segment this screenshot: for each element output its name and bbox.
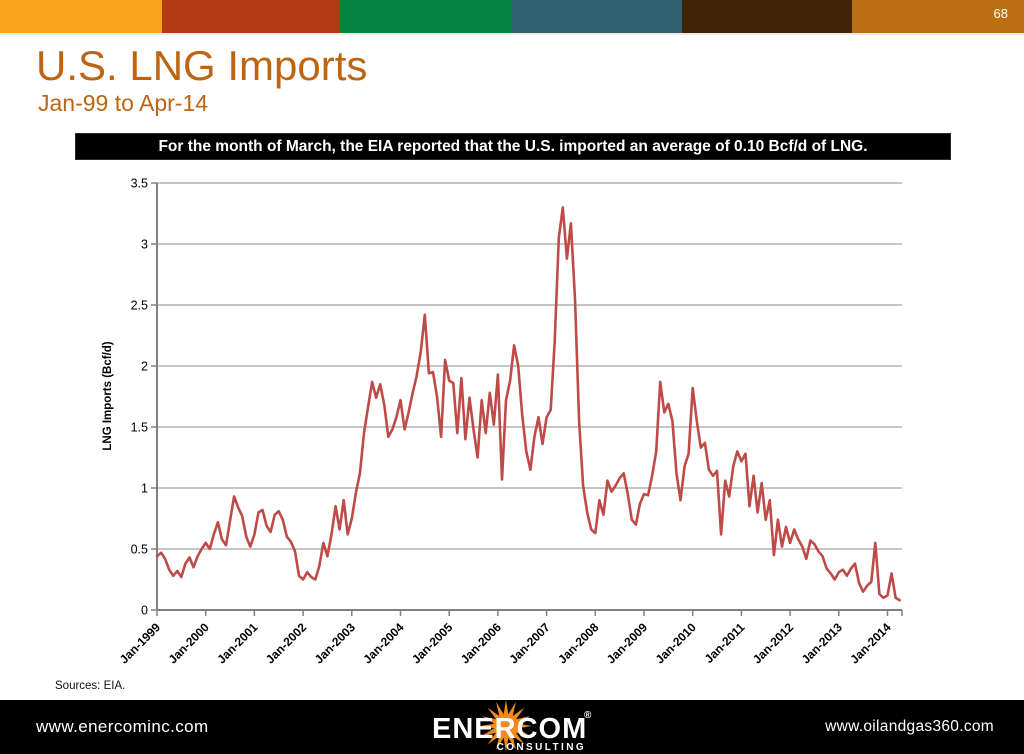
top-color-bar <box>0 0 1024 35</box>
x-axis-ticks: Jan-1999 Jan-2000 Jan-2001 Jan-2002 Jan-2003… <box>117 610 903 666</box>
sunburst-icon <box>480 700 532 752</box>
gridlines <box>157 182 902 550</box>
oilandgas360-url: www.oilandgas360.com <box>825 718 994 735</box>
y-tick-label: 0 <box>141 604 148 618</box>
logo-wordmark: ENERCOM <box>432 713 587 745</box>
y-axis-ticks: 0 0.5 1 1.5 2 2.5 3 3.5 <box>131 177 157 618</box>
footer-bar: www.enercominc.com ENERCOM ® CONSULTING … <box>0 700 1024 754</box>
x-tick-label: Jan-2011 <box>702 620 748 666</box>
callout-text: For the month of March, the EIA reported… <box>158 137 868 155</box>
x-tick-label: Jan-2005 <box>409 620 455 666</box>
x-tick-label: Jan-2004 <box>360 620 406 666</box>
lng-imports-data-line <box>155 206 902 602</box>
x-tick-label: Jan-2013 <box>799 620 845 666</box>
y-tick-label: 0.5 <box>131 543 148 557</box>
lng-imports-line-chart: 0 0.5 1 1.5 2 2.5 3 3.5 Jan-1999 Jan-2000 Jan-2001… <box>102 177 903 666</box>
enercom-url: www.enercominc.com <box>36 717 209 736</box>
color-bar-segment <box>512 0 682 33</box>
enercom-logo: ENERCOM ® CONSULTING <box>432 700 592 753</box>
x-tick-label: Jan-2008 <box>555 620 601 666</box>
color-bar-segment <box>340 0 512 33</box>
x-tick-label: Jan-2012 <box>750 620 796 666</box>
y-tick-label: 2 <box>141 360 148 374</box>
y-axis-title: LNG Imports (Bcf/d) <box>102 341 114 450</box>
x-tick-label: Jan-2000 <box>166 620 212 666</box>
page-number: 68 <box>993 6 1008 21</box>
slide-title: U.S. LNG Imports <box>36 42 368 89</box>
x-tick-label: Jan-2002 <box>263 620 309 666</box>
y-tick-label: 3.5 <box>131 177 148 191</box>
y-tick-label: 3 <box>141 238 148 252</box>
sources-note: Sources: EIA. <box>55 680 126 692</box>
x-tick-label: Jan-1999 <box>117 620 163 666</box>
y-tick-label: 1.5 <box>131 421 148 435</box>
callout-banner: For the month of March, the EIA reported… <box>75 133 951 160</box>
x-tick-label: Jan-2006 <box>458 620 504 666</box>
x-tick-label: Jan-2007 <box>506 620 552 666</box>
x-tick-label: Jan-2001 <box>214 620 260 666</box>
color-bar-segment <box>162 0 340 33</box>
x-tick-label: Jan-2014 <box>847 620 893 666</box>
x-tick-label: Jan-2003 <box>312 620 358 666</box>
x-tick-label: Jan-2009 <box>604 620 650 666</box>
y-tick-label: 1 <box>141 482 148 496</box>
color-bar-segment <box>852 0 1024 33</box>
x-tick-label: Jan-2010 <box>653 620 699 666</box>
y-tick-label: 2.5 <box>131 299 148 313</box>
color-bar-segment <box>682 0 852 33</box>
logo-tagline: CONSULTING <box>497 742 586 753</box>
slide-subtitle: Jan-99 to Apr-14 <box>38 90 209 116</box>
color-bar-segment <box>0 0 162 33</box>
logo-registered-mark: ® <box>584 710 592 721</box>
